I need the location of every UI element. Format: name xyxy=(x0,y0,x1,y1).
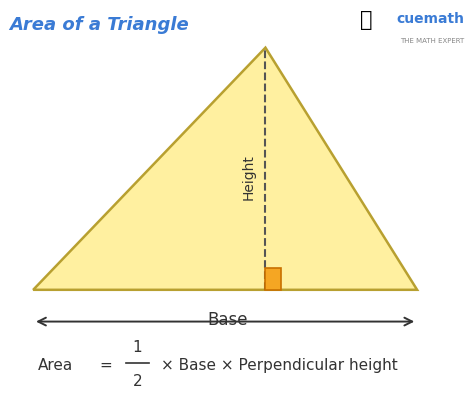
Bar xyxy=(265,268,281,290)
Text: =: = xyxy=(100,358,112,373)
Text: Area: Area xyxy=(38,358,73,373)
Text: Area of a Triangle: Area of a Triangle xyxy=(9,16,189,34)
Text: 1: 1 xyxy=(133,340,142,355)
Text: × Base × Perpendicular height: × Base × Perpendicular height xyxy=(161,358,398,373)
Text: 2: 2 xyxy=(133,374,142,389)
Text: Base: Base xyxy=(207,310,248,329)
Text: Height: Height xyxy=(242,154,256,200)
Text: 🚀: 🚀 xyxy=(360,10,373,30)
Text: THE MATH EXPERT: THE MATH EXPERT xyxy=(400,38,465,44)
Polygon shape xyxy=(33,48,417,290)
Text: cuemath: cuemath xyxy=(397,12,465,26)
